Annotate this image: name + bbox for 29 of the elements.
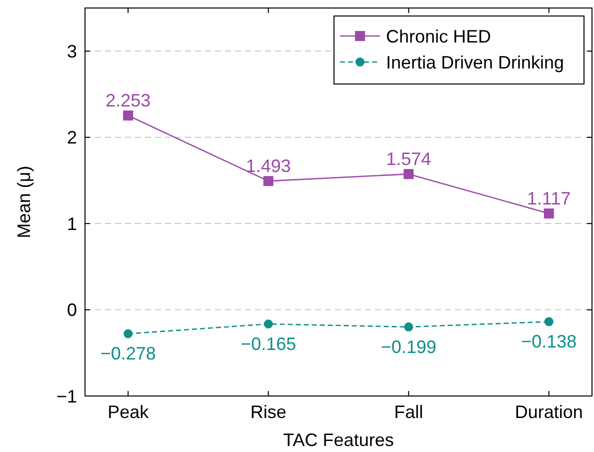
point: [544, 208, 554, 218]
data-label: −0.138: [521, 332, 577, 352]
legend-label: Inertia Driven Drinking: [386, 52, 564, 72]
y-tick-label: −1: [56, 386, 77, 406]
point: [544, 317, 554, 326]
data-label: −0.199: [380, 336, 436, 357]
y-tick-label: 2: [66, 128, 77, 148]
point: [264, 320, 273, 329]
x-tick-label: Fall: [394, 402, 424, 422]
legend-label: Chronic HED: [386, 26, 492, 46]
data-label: 1.117: [527, 188, 571, 208]
point: [404, 322, 414, 332]
x-axis-title: TAC Features: [283, 430, 394, 450]
x-tick-label: Rise: [250, 402, 286, 422]
y-axis-title: Mean (μ): [14, 166, 34, 238]
data-label: −0.165: [240, 334, 296, 354]
x-tick-label: Duration: [514, 402, 583, 422]
y-tick-label: 1: [66, 214, 77, 234]
y-tick-label: 0: [66, 300, 77, 320]
data-label: −0.278: [100, 344, 156, 364]
point: [404, 169, 414, 180]
point: [263, 176, 274, 186]
data-label: 1.493: [246, 156, 291, 176]
y-tick-label: 3: [66, 41, 77, 62]
data-label: 1.574: [386, 149, 432, 170]
point: [124, 329, 133, 338]
data-label: 2.253: [106, 90, 151, 111]
point: [123, 110, 134, 121]
x-tick-label: Peak: [108, 402, 150, 422]
